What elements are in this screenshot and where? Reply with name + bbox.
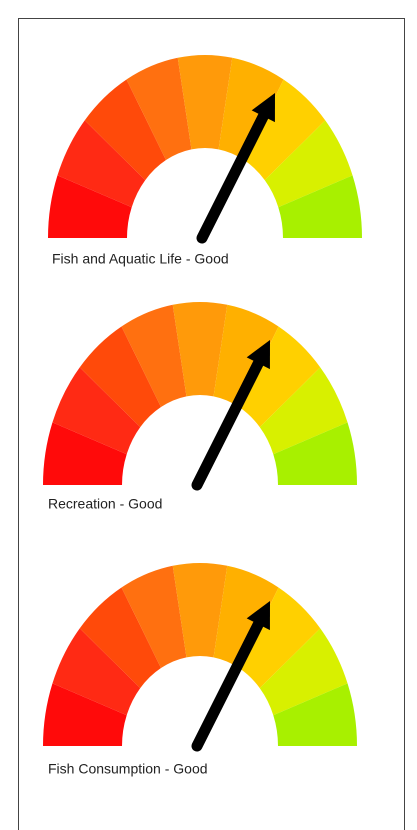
needle-head (251, 92, 275, 123)
gauge-segment (172, 302, 228, 397)
gauge-label: Fish Consumption - Good (48, 761, 208, 777)
needle (191, 339, 270, 491)
gauge-segment (239, 326, 321, 428)
gauge-segment (177, 54, 233, 150)
gauge-segment (273, 422, 357, 485)
needle-head (246, 339, 270, 370)
needle (191, 600, 270, 752)
gauge-segment (278, 175, 362, 238)
gauge: Fish Consumption - Good (43, 563, 357, 777)
gauge-segment (218, 57, 284, 161)
gauge-segment (239, 587, 321, 689)
gauge-segment (273, 683, 357, 746)
gauge-segment (84, 79, 166, 181)
gauge-segment (48, 175, 132, 238)
gauge-segment (259, 367, 348, 455)
gauge-segment (244, 79, 326, 181)
gauge-segment (121, 304, 187, 408)
gauge-segment (172, 563, 228, 658)
needle-shaft (196, 103, 273, 244)
gauge-segment (213, 565, 279, 669)
gauge-label: Fish and Aquatic Life - Good (52, 251, 229, 267)
gauge-segment (121, 565, 187, 669)
needle-head (246, 600, 270, 631)
gauge-segment (264, 120, 353, 208)
gauge-segment (52, 367, 141, 455)
gauge-segment (43, 683, 127, 746)
gauge-segment (259, 628, 348, 716)
needle (196, 92, 275, 244)
gauge: Recreation - Good (43, 302, 357, 512)
gauge-label: Recreation - Good (48, 496, 162, 512)
needle-shaft (191, 611, 268, 752)
needle-shaft (191, 350, 268, 491)
gauge-segment (79, 326, 161, 428)
gauge-segment (52, 628, 141, 716)
gauge-list: Fish and Aquatic Life - Good Recreation -… (43, 54, 362, 777)
gauge-segment (79, 587, 161, 689)
gauge-segment (57, 120, 146, 208)
gauge-segment (43, 422, 127, 485)
gauge-segment (126, 57, 192, 161)
gauge-segment (213, 304, 279, 408)
gauge: Fish and Aquatic Life - Good (48, 54, 362, 267)
